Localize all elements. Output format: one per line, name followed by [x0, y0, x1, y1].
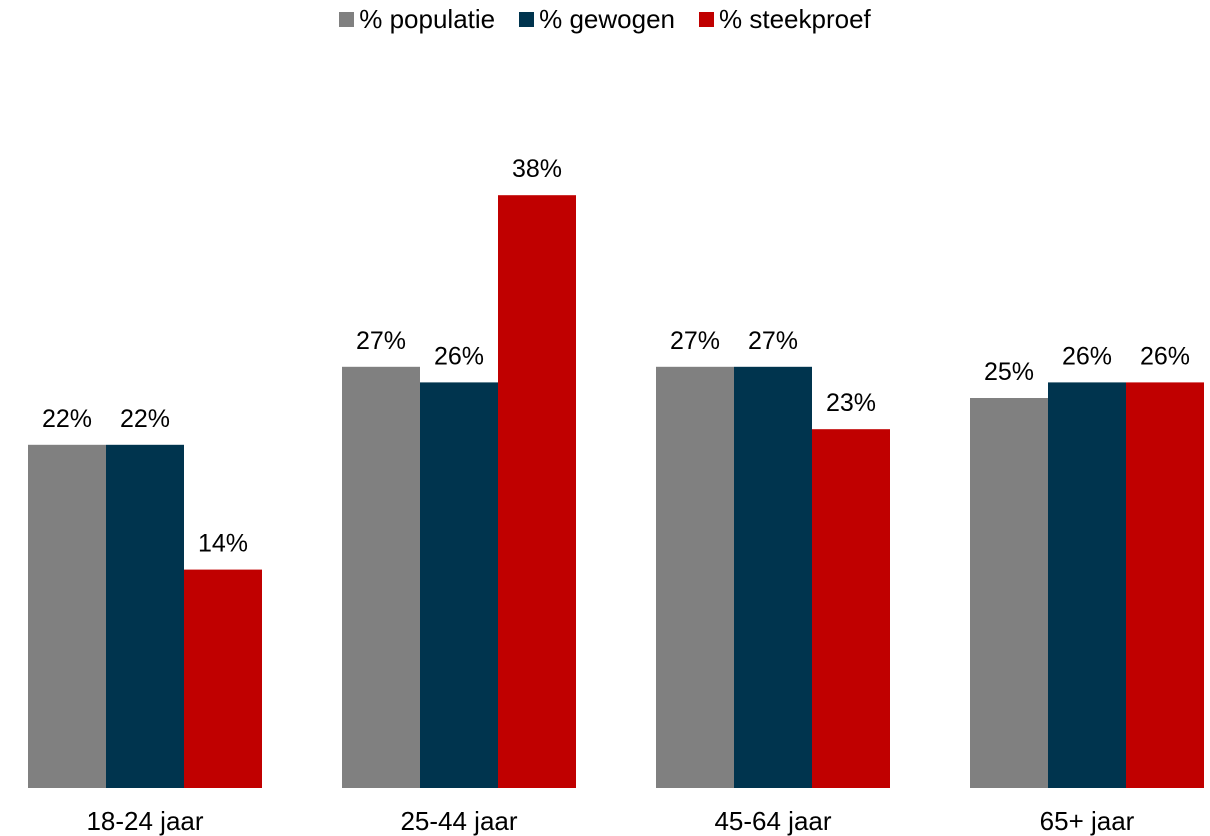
data-label-steekproef-45-64-jaar: 23% [826, 389, 876, 417]
bar-steekproef-25-44-jaar [498, 195, 576, 788]
category-label-45-64-jaar: 45-64 jaar [714, 806, 831, 836]
data-label-steekproef-25-44-jaar: 38% [512, 155, 562, 183]
bar-steekproef-65-jaar [1126, 382, 1204, 788]
data-label-gewogen-65-jaar: 26% [1062, 342, 1112, 370]
data-label-populatie-45-64-jaar: 27% [670, 327, 720, 355]
legend-swatch-gewogen [519, 12, 535, 27]
legend-label-steekproef: % steekproef [719, 4, 871, 34]
category-label-18-24-jaar: 18-24 jaar [86, 806, 203, 836]
bar-populatie-45-64-jaar [656, 366, 734, 788]
data-label-gewogen-45-64-jaar: 27% [748, 327, 798, 355]
category-label-65-jaar: 65+ jaar [1040, 806, 1135, 836]
bar-gewogen-45-64-jaar [734, 366, 812, 788]
data-label-steekproef-65-jaar: 26% [1140, 342, 1190, 370]
legend-item-populatie: % populatie [339, 4, 495, 35]
data-label-gewogen-18-24-jaar: 22% [120, 405, 170, 433]
bar-gewogen-18-24-jaar [106, 444, 184, 788]
data-label-gewogen-25-44-jaar: 26% [434, 342, 484, 370]
bar-gewogen-25-44-jaar [420, 382, 498, 788]
bar-populatie-65-jaar [970, 398, 1048, 788]
legend-label-populatie: % populatie [359, 4, 496, 34]
data-label-steekproef-18-24-jaar: 14% [198, 530, 248, 558]
category-label-25-44-jaar: 25-44 jaar [400, 806, 517, 836]
chart-legend: % populatie % gewogen % steekproef [0, 4, 1210, 35]
bar-populatie-25-44-jaar [342, 366, 420, 788]
legend-item-gewogen: % gewogen [519, 4, 675, 35]
bar-steekproef-45-64-jaar [812, 429, 890, 788]
data-label-populatie-18-24-jaar: 22% [42, 405, 92, 433]
bar-steekproef-18-24-jaar [184, 569, 262, 788]
data-label-populatie-25-44-jaar: 27% [356, 327, 406, 355]
legend-label-gewogen: % gewogen [539, 4, 676, 34]
legend-item-steekproef: % steekproef [699, 4, 871, 35]
bar-gewogen-65-jaar [1048, 382, 1126, 788]
data-label-populatie-65-jaar: 25% [984, 358, 1034, 386]
legend-swatch-populatie [339, 12, 355, 27]
legend-swatch-steekproef [699, 12, 715, 27]
bar-populatie-18-24-jaar [28, 444, 106, 788]
